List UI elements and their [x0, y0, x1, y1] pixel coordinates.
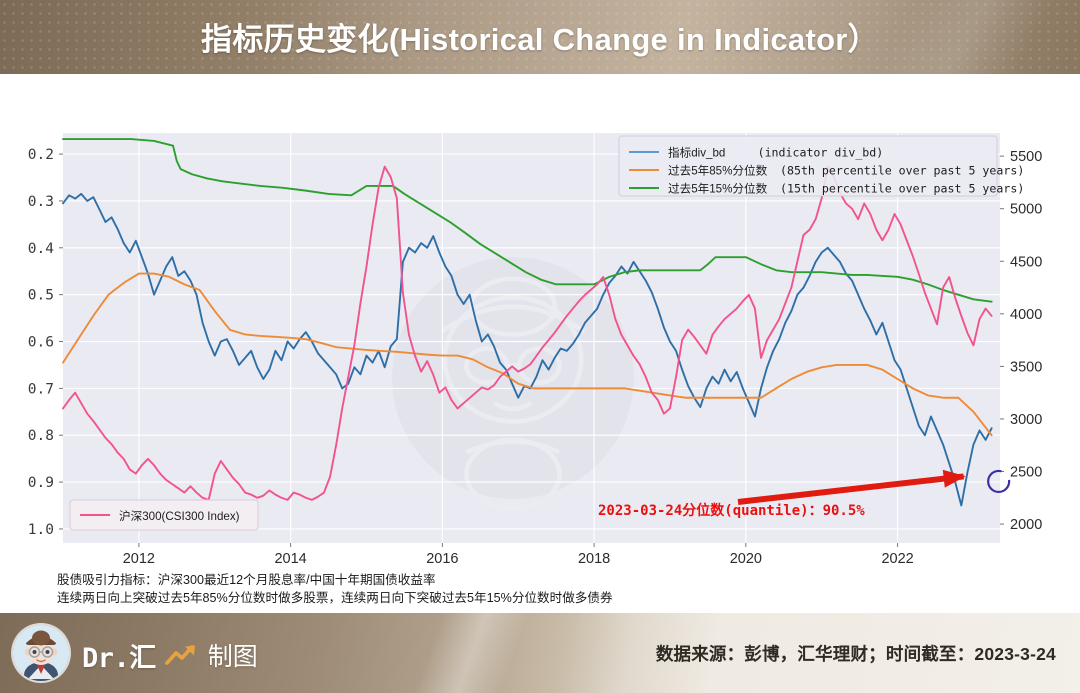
x-axis-label: 2016	[426, 551, 458, 567]
page-header: 指标历史变化(Historical Change in Indicator）	[0, 0, 1080, 74]
avatar-illustration	[13, 625, 69, 681]
svg-text:(15th percentile over past 5 y: (15th percentile over past 5 years)	[780, 182, 1024, 196]
right-axis-label: 3000	[1010, 412, 1042, 428]
right-axis-label: 2000	[1010, 517, 1042, 533]
annotation-arrow-head	[942, 469, 966, 488]
right-axis-label: 4000	[1010, 307, 1042, 323]
footer-sheen	[368, 613, 572, 693]
trending-up-icon	[164, 645, 195, 665]
chart-note-2: 连续两日向上突破过去5年85%分位数时做多股票，连续两日向下突破过去5年15%分…	[57, 590, 613, 605]
left-axis-label: 0.5	[28, 288, 54, 304]
x-axis-label: 2012	[123, 551, 155, 567]
left-axis-label: 0.3	[28, 194, 54, 210]
x-axis-label: 2014	[274, 551, 306, 567]
left-axis-label: 0.4	[28, 241, 54, 257]
x-axis-label: 2022	[881, 551, 913, 567]
csi300-legend[interactable]: 沪深300(CSI300 Index)	[69, 499, 259, 531]
brand-lockup: Dr.汇 制图	[82, 637, 258, 674]
right-axis-label: 4500	[1010, 254, 1042, 270]
data-source-note: 数据来源：彭博，汇华理财；时间截至：2023-3-24	[655, 643, 1056, 664]
page-title: 指标历史变化(Historical Change in Indicator）	[201, 22, 879, 57]
indicator-history-chart: 0.2 0.3 0.4 0.5 0.6 0.7 0.8 0.9 1.0 5500 5000 4500 4…	[28, 133, 1042, 605]
svg-text:指标div_bd: 指标div_bd	[668, 146, 725, 160]
svg-text:过去5年85%分位数: 过去5年85%分位数	[668, 164, 768, 178]
left-axis-label: 0.2	[28, 147, 54, 163]
left-axis-label: 0.8	[28, 428, 54, 444]
annotation-arrow-line	[737, 473, 964, 505]
left-axis-label: 1.0	[28, 522, 54, 538]
series-line-3	[62, 138, 993, 303]
left-axis-label: 0.6	[28, 335, 54, 351]
brand-name: Dr.汇	[82, 642, 156, 674]
left-axis-label: 0.7	[28, 381, 54, 397]
chart-area: 0.2 0.3 0.4 0.5 0.6 0.7 0.8 0.9 1.0 5500 5000 4500 4…	[0, 74, 1080, 610]
x-axis-label: 2020	[730, 551, 762, 567]
chart-note-1: 股债吸引力指标：沪深300最近12个月股息率/中国十年期国债收益率	[57, 572, 436, 587]
right-axis-label: 2500	[1010, 465, 1042, 481]
annotation-label: 2023-03-24分位数(quantile)：90.5%	[598, 502, 865, 519]
avatar	[13, 625, 69, 681]
header-texture	[0, 0, 1080, 74]
left-axis-label: 0.9	[28, 475, 54, 491]
watermark	[392, 257, 634, 511]
chart-legend[interactable]: 指标div_bd (indicator div_bd) 过去5年85%分位数 (85t…	[618, 135, 1024, 197]
series-line-2	[62, 272, 993, 437]
svg-text:沪深300(CSI300 Index): 沪深300(CSI300 Index)	[119, 509, 240, 523]
svg-text:(85th percentile over past 5 y: (85th percentile over past 5 years)	[780, 164, 1024, 178]
right-axis-label: 5000	[1010, 202, 1042, 218]
page-footer: Dr.汇 制图 数据来源：彭博，汇华理财；时间截至：2023-3-24	[0, 613, 1080, 693]
highlight-circle-marker	[987, 469, 1011, 494]
x-axis-label: 2018	[578, 551, 610, 567]
svg-text:过去5年15%分位数: 过去5年15%分位数	[668, 182, 768, 196]
brand-suffix: 制图	[207, 643, 258, 671]
svg-text:(indicator div_bd): (indicator div_bd)	[758, 146, 884, 160]
right-axis-label: 3500	[1010, 359, 1042, 375]
right-axis-label: 5500	[1010, 149, 1042, 165]
